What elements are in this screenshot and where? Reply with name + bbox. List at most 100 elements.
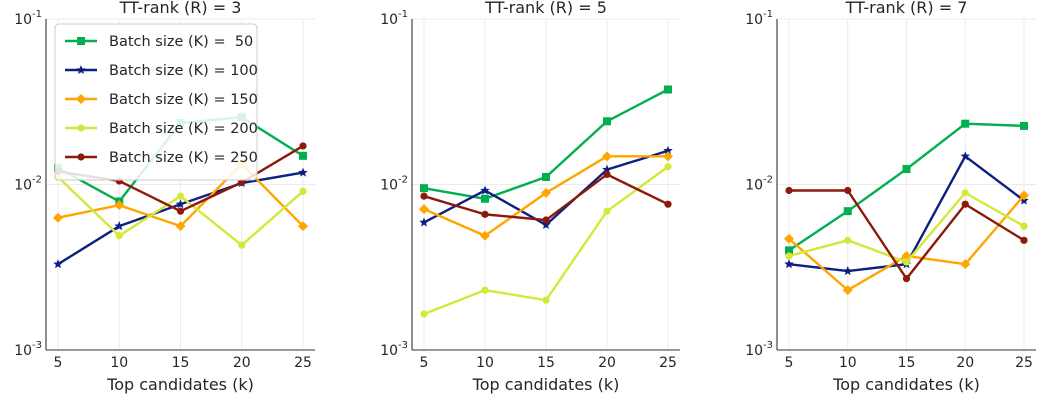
legend-label: Batch size (K) = 100 (109, 63, 258, 79)
legend-point (77, 124, 85, 132)
legend-point (76, 65, 86, 75)
x-tick-label: 5 (420, 355, 429, 371)
x-tick-label: 5 (54, 355, 63, 371)
legend-label: Batch size (K) = 50 (109, 34, 253, 50)
chart-panel-1: 5 10 15 20 25 10-1 10-2 10-3 TT-rank (R) = 3 Top … (14, 0, 315, 394)
chart-title: TT-rank (R) = 5 (484, 0, 607, 17)
series-point (298, 221, 308, 232)
series-point (663, 145, 673, 155)
series-1 (420, 85, 672, 203)
series-3 (419, 151, 673, 241)
legend-label: Batch size (K) = 150 (109, 92, 258, 108)
series-point (114, 200, 125, 211)
series-point (542, 296, 550, 304)
series-point (481, 210, 489, 218)
legend: Batch size (K) = 50 Batch size (K) = 100 B… (54, 23, 258, 181)
series-point (419, 204, 429, 215)
series-point (602, 164, 612, 174)
x-tick-label: 25 (1015, 355, 1033, 371)
x-axis-label: Top candidates (k) (832, 375, 980, 394)
series-point (114, 221, 125, 231)
series-point (843, 207, 852, 216)
x-tick-label: 10 (110, 355, 128, 371)
legend-point (77, 153, 85, 161)
y-tick-label: 10-1 (380, 9, 408, 28)
series-point (902, 258, 911, 266)
x-tick-label: 20 (598, 355, 616, 371)
y-tick-label: 10-2 (14, 175, 42, 194)
series-point (844, 236, 852, 244)
series-point (663, 151, 673, 162)
series-2 (419, 145, 673, 229)
series-point (175, 221, 186, 232)
series-point (785, 186, 793, 195)
series-point (238, 178, 246, 186)
series-point (542, 216, 550, 224)
x-tick-label: 25 (659, 355, 677, 371)
series-point (960, 259, 971, 270)
x-tick-label: 15 (172, 355, 190, 371)
x-tick-label: 15 (898, 355, 916, 371)
series-point (1019, 190, 1029, 201)
series-point (238, 241, 246, 249)
legend-label: Batch size (K) = 250 (109, 150, 258, 166)
y-tick-label: 10-2 (745, 175, 773, 194)
series-point (902, 165, 911, 174)
series-point (902, 275, 911, 283)
series-point (785, 252, 793, 260)
chart-title: TT-rank (R) = 7 (845, 0, 968, 17)
legend-item: Batch size (K) = 50 (65, 34, 253, 50)
series-1 (785, 119, 1028, 255)
series-point (1020, 121, 1028, 130)
chart-title: TT-rank (R) = 3 (119, 0, 242, 17)
series-point (298, 167, 308, 177)
series-point (842, 266, 853, 276)
chart-panel-3: 5 10 15 20 25 10-1 10-2 10-3 TT-rank (R) = 7 Top … (745, 0, 1036, 394)
series-point (299, 187, 307, 195)
y-tick-label: 10-3 (14, 340, 42, 359)
legend-item: Batch size (K) = 250 (65, 150, 258, 166)
legend-item: Batch size (K) = 150 (65, 92, 258, 108)
series-point (53, 212, 63, 223)
series-5 (420, 170, 672, 224)
x-tick-label: 15 (537, 355, 555, 371)
x-axis-label: Top candidates (k) (106, 375, 254, 394)
series-point (961, 200, 969, 208)
series-point (481, 286, 489, 294)
legend-item: Batch size (K) = 200 (65, 121, 258, 137)
series-point (603, 207, 611, 215)
series-point (115, 232, 123, 240)
legend-label: Batch size (K) = 200 (109, 121, 258, 137)
series-point (961, 189, 969, 197)
series-point (664, 85, 672, 94)
series-point (784, 233, 794, 244)
series-point (420, 192, 428, 200)
chart-panel-2: 5 10 15 20 25 10-1 10-2 10-3 TT-rank (R) = 5 Top … (380, 0, 680, 394)
series-point (541, 187, 551, 198)
series-point (1020, 236, 1028, 244)
series-point (541, 219, 551, 229)
series-point (480, 185, 490, 195)
series-point (176, 192, 185, 200)
y-tick-label: 10-2 (380, 175, 408, 194)
legend-point (77, 37, 85, 45)
series-point (960, 151, 971, 161)
x-tick-label: 5 (785, 355, 794, 371)
x-tick-label: 20 (956, 355, 974, 371)
legend-item: Batch size (K) = 100 (65, 63, 258, 79)
series-point (842, 285, 853, 296)
series-point (542, 172, 550, 181)
series-4 (785, 189, 1028, 266)
series-point (419, 217, 429, 227)
series-point (480, 230, 490, 241)
series-point (175, 199, 186, 209)
series-point (784, 259, 794, 269)
series-point (664, 200, 672, 208)
x-tick-label: 10 (839, 355, 857, 371)
series-point (961, 119, 970, 128)
y-tick-label: 10-3 (745, 340, 773, 359)
series-point (53, 259, 63, 269)
series-3 (784, 190, 1029, 296)
series-point (664, 163, 672, 171)
